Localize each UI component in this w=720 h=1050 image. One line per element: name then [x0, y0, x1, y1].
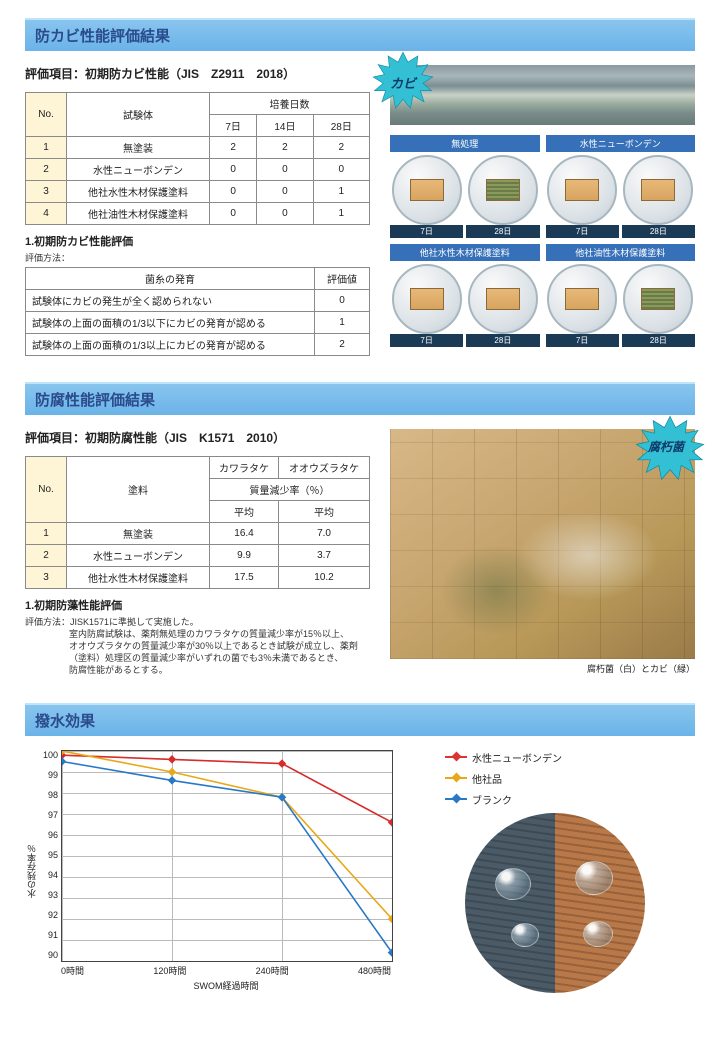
- wood-sample-strip: カビ: [390, 65, 695, 125]
- mold-eval-table: 菌糸の発育 評価値 試験体にカビの発生が全く認められない0 試験体の上面の面積の…: [25, 267, 370, 356]
- petri-block: 他社水性木材保護塗料 7日 28日: [390, 244, 540, 347]
- th-growth: 菌糸の発育: [26, 268, 315, 290]
- legend-label: ブランク: [472, 792, 512, 807]
- water-droplet-photo: [465, 813, 645, 993]
- section2-title: 防腐性能評価結果: [25, 382, 695, 415]
- mold-burst-icon: カビ: [372, 51, 434, 113]
- petri-dish-7d: 7日: [546, 155, 619, 238]
- petri-dish-28d: 28日: [622, 264, 695, 347]
- section2-sub2: 1.初期防藻性能評価: [25, 597, 370, 613]
- th-paint: 塗料: [67, 457, 210, 523]
- petri-dish-28d: 28日: [466, 155, 539, 238]
- section2-right: 腐朽菌 腐朽菌（白）とカビ（緑）: [390, 429, 695, 677]
- section2-note-l4: （塗料）処理区の質量減少率がいずれの菌でも3％未満であるとき、: [69, 652, 370, 664]
- burst-label: 腐朽菌: [635, 415, 697, 477]
- table-row: 試験体の上面の面積の1/3以下にカビの発育が認める1: [26, 312, 370, 334]
- legend-marker-icon: [445, 798, 467, 800]
- chart-xlabel: SWOM経過時間: [61, 979, 391, 992]
- section2-note-l3: オオウズラタケの質量減少率が30％以上であるとき試験が成立し、薬剤: [69, 640, 370, 652]
- mold-test-table: No. 試験体 培養日数 7日 14日 28日 1無塗装222 2水性ニューボン…: [25, 92, 370, 225]
- petri-dish-7d: 7日: [390, 155, 463, 238]
- petri-grid: 無処理 7日 28日 水性ニューボンデン 7日 28日 他社: [390, 135, 695, 347]
- petri-label: 無処理: [390, 135, 540, 152]
- petri-dish-28d: 28日: [466, 264, 539, 347]
- chart-yticks: 10099989796959493929190: [40, 750, 61, 960]
- section2-note-l1: 評価方法：JISK1571に準拠して実施した。: [25, 615, 370, 628]
- th-no: No.: [26, 93, 67, 137]
- table-row: 試験体にカビの発生が全く認められない0: [26, 290, 370, 312]
- section2-subhead: 評価項目：初期防腐性能（JIS K1571 2010）: [25, 429, 370, 446]
- petri-block: 水性ニューボンデン 7日 28日: [546, 135, 696, 238]
- table-row: 3他社水性木材保護塗料001: [26, 181, 370, 203]
- petri-dish-28d: 28日: [622, 155, 695, 238]
- section1-subhead: 評価項目：初期防カビ性能（JIS Z2911 2018）: [25, 65, 370, 82]
- section1-sub2-note: 評価方法：: [25, 251, 370, 264]
- table-row: 2水性ニューボンデン000: [26, 159, 370, 181]
- th-avg1: 平均: [210, 501, 279, 523]
- section1-sub2: 1.初期防カビ性能評価: [25, 233, 370, 249]
- decay-burst-icon: 腐朽菌: [635, 415, 705, 485]
- chart-legend: 水性ニューボンデン 他社品 ブランク: [445, 750, 695, 813]
- th-score: 評価値: [315, 268, 370, 290]
- th-28: 28日: [313, 115, 369, 137]
- petri-dish-7d: 7日: [390, 264, 463, 347]
- section3-title: 撥水効果: [25, 703, 695, 736]
- petri-dish-7d: 7日: [546, 264, 619, 347]
- section2-left: 評価項目：初期防腐性能（JIS K1571 2010） No. 塗料 カワラタケ…: [25, 429, 370, 677]
- th-loss: 質量減少率（％）: [210, 479, 370, 501]
- water-retention-chart: 水の残存率％ 10099989796959493929190 0時間120時間2…: [25, 750, 425, 993]
- table-row: 2水性ニューボンデン9.93.7: [26, 545, 370, 567]
- table-row: 1無塗装222: [26, 137, 370, 159]
- th-o: オオウズラタケ: [279, 457, 370, 479]
- th-body: 試験体: [67, 93, 210, 137]
- th-no: No.: [26, 457, 67, 523]
- petri-block: 他社油性木材保護塗料 7日 28日: [546, 244, 696, 347]
- legend-label: 水性ニューボンデン: [472, 750, 562, 765]
- burst-label: カビ: [372, 51, 434, 113]
- th-k: カワラタケ: [210, 457, 279, 479]
- th-14: 14日: [257, 115, 313, 137]
- legend-marker-icon: [445, 777, 467, 779]
- petri-block: 無処理 7日 28日: [390, 135, 540, 238]
- chart-ylabel: 水の残存率％: [25, 844, 38, 898]
- petri-label: 他社水性木材保護塗料: [390, 244, 540, 261]
- chart-plot: [61, 750, 393, 962]
- legend-item: 他社品: [445, 771, 695, 786]
- legend-marker-icon: [445, 756, 467, 758]
- section2-note-l5: 防腐性能があるとする。: [69, 664, 370, 676]
- section1-title: 防カビ性能評価結果: [25, 18, 695, 51]
- legend-label: 他社品: [472, 771, 502, 786]
- decay-test-table: No. 塗料 カワラタケ オオウズラタケ 質量減少率（％） 平均 平均 1無塗装…: [25, 456, 370, 589]
- petri-label: 他社油性木材保護塗料: [546, 244, 696, 261]
- section1-left: 評価項目：初期防カビ性能（JIS Z2911 2018） No. 試験体 培養日…: [25, 65, 370, 356]
- table-row: 試験体の上面の面積の1/3以上にカビの発育が認める2: [26, 334, 370, 356]
- th-avg2: 平均: [279, 501, 370, 523]
- section2-note-l2: 室内防腐試験は、薬剤無処理のカワラタケの質量減少率が15％以上、: [69, 628, 370, 640]
- chart-xticks: 0時間120時間240時間480時間: [61, 964, 391, 977]
- table-row: 3他社水性木材保護塗料17.510.2: [26, 567, 370, 589]
- table-row: 1無塗装16.47.0: [26, 523, 370, 545]
- legend-item: ブランク: [445, 792, 695, 807]
- petri-label: 水性ニューボンデン: [546, 135, 696, 152]
- legend-item: 水性ニューボンデン: [445, 750, 695, 765]
- th-days: 培養日数: [210, 93, 370, 115]
- section1-right: カビ 無処理 7日 28日 水性ニューボンデン 7日: [390, 65, 695, 356]
- th-7: 7日: [210, 115, 257, 137]
- lumber-caption: 腐朽菌（白）とカビ（緑）: [390, 662, 695, 675]
- table-row: 4他社油性木材保護塗料001: [26, 203, 370, 225]
